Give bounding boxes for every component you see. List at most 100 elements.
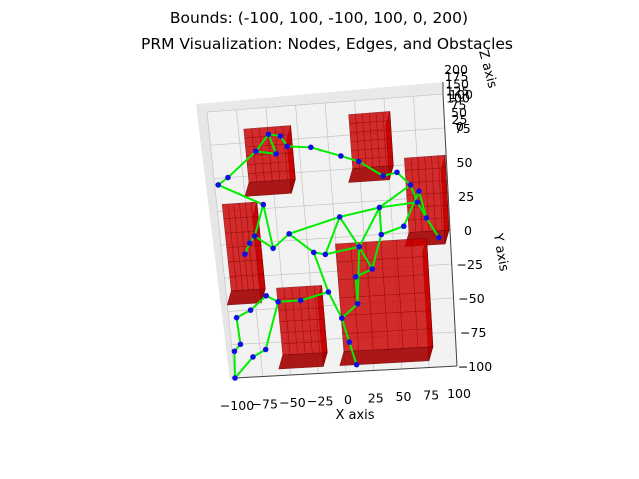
prm-node: [436, 234, 442, 241]
prm-node: [263, 292, 269, 299]
prm-edge: [338, 216, 361, 248]
prm-edge: [217, 183, 264, 206]
y-tick-label: 25: [458, 189, 474, 204]
prm-edge: [418, 190, 428, 219]
prm-edge: [324, 216, 341, 255]
prm-node: [225, 174, 231, 181]
prm-edge: [340, 155, 360, 163]
prm-edge: [356, 246, 361, 304]
prm-node: [380, 173, 386, 179]
prm-node: [275, 298, 281, 305]
x-tick-label: 50: [396, 389, 412, 404]
z-tick-label: 25: [452, 112, 468, 127]
obstacle-voxel-line: [349, 120, 391, 124]
prm-node: [242, 251, 248, 257]
prm-node: [270, 245, 276, 252]
prm-node: [310, 249, 317, 256]
prm-node: [376, 204, 383, 211]
y-axis-line: [442, 93, 458, 367]
prm-node: [378, 231, 385, 238]
x-tick-label: 0: [344, 392, 352, 407]
x-tick-label: 25: [368, 391, 384, 406]
prm-node: [338, 153, 344, 159]
prm-node: [233, 314, 240, 321]
prm-edge: [227, 150, 257, 179]
chart-title: Bounds: (-100, 100, -100, 100, 0, 200): [170, 9, 468, 27]
prm-node: [284, 143, 291, 150]
prm-edge: [278, 299, 301, 303]
prm-node: [400, 223, 407, 230]
x-tick-label: −50: [279, 395, 305, 410]
prm-node: [215, 182, 221, 188]
y-tick-label: −75: [460, 325, 486, 340]
prm-edge: [371, 234, 383, 270]
prm-node: [354, 300, 361, 307]
z-tick-label: 150: [445, 76, 469, 91]
prm-node: [336, 214, 343, 220]
prm-edge: [233, 351, 236, 379]
prm-node: [265, 131, 272, 138]
prm-edge: [341, 302, 359, 319]
prm-edge: [358, 207, 381, 248]
z-tick-label: 175: [445, 69, 469, 84]
y-tick-label: −25: [457, 257, 483, 272]
obstacle-voxel-line: [405, 167, 446, 171]
prm-edge: [425, 217, 440, 239]
y-tick-label: −100: [458, 359, 492, 374]
prm-edge: [380, 225, 405, 236]
prm-node: [407, 182, 414, 188]
prm-node: [250, 354, 256, 360]
prm-edge: [287, 145, 311, 149]
prm-node: [237, 341, 244, 348]
x-tick-label: 75: [423, 388, 439, 403]
obstacle-voxel-line: [223, 216, 259, 220]
prm-nodes: [215, 131, 442, 381]
prm-edge: [288, 215, 340, 235]
prm-edge: [340, 317, 351, 343]
prm-node: [286, 231, 292, 237]
prm-node: [251, 233, 258, 239]
x-axis-line: [234, 365, 458, 379]
grid-line-y: [206, 93, 444, 113]
prm-node: [231, 348, 238, 355]
axis-lines: [234, 82, 458, 379]
prm-edge: [288, 233, 315, 254]
prm-node: [247, 307, 254, 313]
z-axis-label: Z axis: [475, 48, 500, 90]
prm-edge: [272, 233, 290, 250]
prm-node: [353, 361, 360, 368]
z-tick-label: 200: [444, 62, 468, 77]
prm-edges: [217, 133, 440, 379]
prm-edge: [358, 246, 374, 270]
prm-node: [308, 144, 314, 151]
obstacle-block: [276, 285, 328, 370]
prm-node: [414, 199, 421, 205]
x-tick-label: −25: [307, 394, 333, 409]
prm-node: [297, 297, 304, 304]
prm-edge: [300, 291, 329, 302]
prm-edge: [396, 171, 412, 186]
y-tick-label: 0: [464, 223, 472, 238]
back-pane: [196, 82, 443, 112]
y-tick-label: 50: [457, 155, 473, 170]
prm-edge: [379, 201, 418, 209]
prm-edge: [339, 206, 380, 218]
z-tick-label: 75: [451, 98, 467, 113]
prm-node: [322, 251, 329, 258]
prm-edge: [254, 235, 274, 250]
prm-edge: [253, 204, 265, 237]
obstacle-block: [348, 111, 394, 183]
prm-edge: [378, 207, 383, 235]
prm-node: [262, 346, 269, 353]
x-tick-labels: −100−75 −50 −25 0 25 50 75 100: [220, 386, 471, 413]
prm-edge: [325, 245, 360, 256]
prm-edge: [264, 301, 280, 350]
obstacle-block: [335, 237, 434, 366]
prm-node: [277, 133, 284, 139]
z-tick-label: 100: [446, 91, 470, 106]
z-tick-label: 0: [456, 119, 464, 134]
prm-node: [394, 169, 400, 176]
